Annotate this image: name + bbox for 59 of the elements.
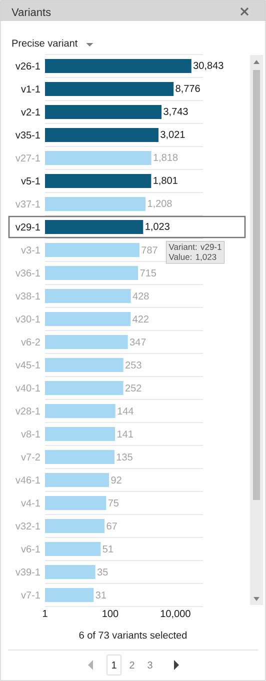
data-label: 67 <box>106 522 117 530</box>
data-label: 92 <box>111 476 122 484</box>
y-tick-label: v26-1 <box>15 62 40 70</box>
y-tick-label: v8-1 <box>21 430 40 438</box>
y-tick-label: v6-2 <box>21 338 40 346</box>
y-tick-label: v4-1 <box>21 500 40 506</box>
y-tick-label: v5-1 <box>21 178 40 184</box>
annotation: Variant: v29-1 <box>168 244 222 250</box>
data-label: 135 <box>116 453 132 461</box>
data-label: 252 <box>126 384 142 392</box>
y-tick-label: v6-1 <box>21 545 40 553</box>
data-label: 428 <box>132 292 149 300</box>
data-label: 75 <box>108 500 119 506</box>
y-tick-label: v46-1 <box>15 476 40 484</box>
y-tick-label: v29-1 <box>15 223 40 231</box>
x-tick-label: 100 <box>102 610 118 618</box>
text: 2 <box>130 662 134 668</box>
y-tick-label: v1-1 <box>21 86 40 92</box>
data-label: 1,818 <box>154 154 178 162</box>
y-tick-label: v3-1 <box>21 246 40 254</box>
y-tick-label: v37-1 <box>15 200 40 208</box>
y-tick-label: v7-1 <box>21 592 40 598</box>
data-label: 787 <box>142 246 158 254</box>
data-label: 347 <box>130 338 146 346</box>
text: 3 <box>148 661 152 669</box>
data-label: 141 <box>118 430 133 438</box>
data-label: 3,021 <box>160 130 185 140</box>
data-label: 1,208 <box>148 200 172 208</box>
annotation: Value: 1,023 <box>168 254 216 261</box>
x-tick-label: 10,000 <box>160 610 190 618</box>
data-label: 422 <box>132 316 148 323</box>
x-tick-label: 1 <box>42 610 48 617</box>
data-label: 35 <box>97 568 108 576</box>
y-tick-label: v45-1 <box>15 362 40 368</box>
data-label: 3,743 <box>164 108 188 116</box>
chart-title: Variants <box>12 8 51 16</box>
y-tick-label: v40-1 <box>15 384 40 392</box>
y-tick-label: v2-1 <box>21 108 40 116</box>
data-label: 715 <box>140 270 156 276</box>
text: 1 <box>112 662 116 668</box>
data-label: 51 <box>102 546 114 552</box>
data-label: 1,023 <box>146 222 170 232</box>
data-label: 31 <box>96 591 106 599</box>
data-label: 30,843 <box>193 62 224 70</box>
text: 6 of 73 variants selected <box>79 631 187 639</box>
chart-subtitle: Precise variant <box>12 39 78 47</box>
data-label: 144 <box>118 408 134 414</box>
y-tick-label: v7-2 <box>21 454 40 461</box>
data-label: 1,801 <box>154 176 178 186</box>
y-tick-label: v32-1 <box>15 522 40 530</box>
y-tick-label: v27-1 <box>15 154 40 162</box>
data-label: 8,776 <box>176 84 200 94</box>
y-tick-label: v30-1 <box>15 315 40 323</box>
y-tick-label: v35-1 <box>15 131 40 139</box>
y-tick-label: v36-1 <box>15 269 40 277</box>
y-tick-label: v38-1 <box>15 292 40 300</box>
y-tick-label: v28-1 <box>15 407 40 415</box>
y-tick-label: v39-1 <box>15 568 40 576</box>
data-label: 253 <box>126 361 142 369</box>
